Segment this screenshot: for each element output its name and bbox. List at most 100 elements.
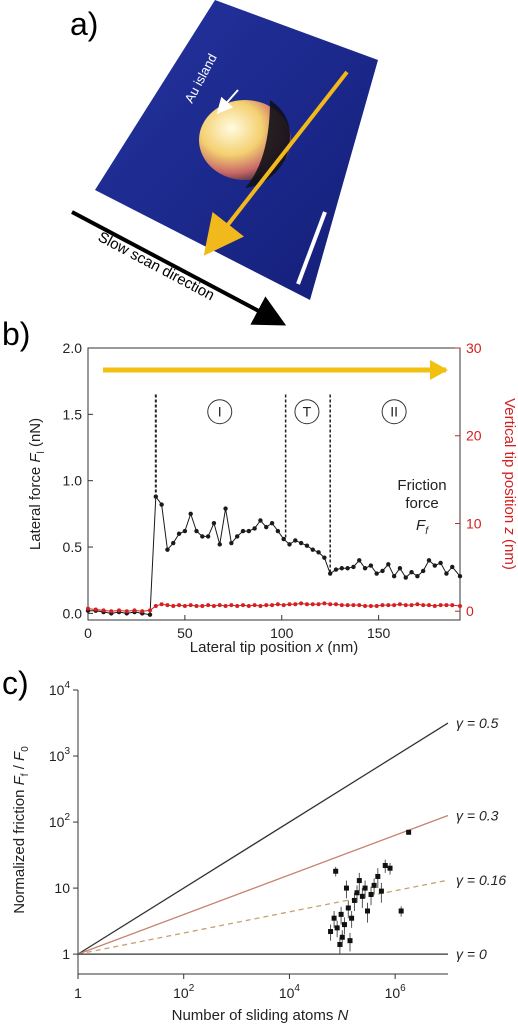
force-point — [252, 526, 257, 531]
panel-label-b: b) — [2, 316, 31, 352]
y2-axis-label-b: Vertical tip position z (nm) — [501, 398, 518, 570]
data-point — [371, 882, 377, 888]
gamma-line-0 — [77, 722, 449, 955]
force-point — [165, 547, 170, 552]
y-tick-label-b: 0.0 — [63, 605, 83, 621]
data-point — [359, 893, 365, 899]
force-point — [159, 502, 164, 507]
force-point — [240, 528, 246, 534]
height-point — [229, 603, 234, 608]
data-point — [362, 885, 368, 891]
y2-tick-label-b: 10 — [466, 515, 482, 531]
height-point — [432, 603, 437, 608]
force-point — [409, 570, 414, 575]
region-circle — [294, 399, 320, 425]
data-point — [341, 922, 347, 928]
region-label-II: II — [390, 404, 398, 420]
height-point — [171, 603, 176, 608]
data-point — [328, 929, 334, 935]
height-point — [281, 603, 286, 608]
gamma-label: γ = 0.5 — [456, 715, 499, 731]
island-pointer-arrow — [216, 89, 239, 114]
force-point — [153, 494, 159, 499]
y-axis-label-c: Normalized friction Ff / F0 — [11, 746, 31, 914]
force-point — [188, 511, 193, 517]
height-point — [357, 603, 362, 608]
force-point — [327, 571, 333, 576]
height-point — [368, 603, 373, 608]
data-point — [356, 878, 362, 884]
force-point — [211, 520, 217, 526]
force-point — [391, 574, 397, 579]
data-point — [334, 925, 340, 931]
annotation-line-2: force — [405, 495, 438, 512]
y-axis-label-b: Lateral force Fl (nN) — [27, 418, 47, 550]
height-point — [235, 603, 240, 608]
force-point — [275, 528, 281, 534]
force-point — [438, 560, 443, 566]
force-point — [444, 571, 449, 576]
height-point — [177, 603, 182, 608]
height-point — [182, 603, 187, 608]
height-point — [299, 601, 304, 606]
height-point — [217, 603, 222, 608]
data-point — [349, 915, 355, 921]
data-point — [378, 888, 384, 894]
height-point — [206, 603, 211, 608]
force-point — [420, 568, 426, 574]
height-point — [223, 603, 228, 608]
height-point — [339, 603, 344, 608]
height-point — [148, 608, 152, 613]
x-tick-label-b: 0 — [84, 625, 92, 641]
height-point — [246, 603, 251, 608]
height-point — [211, 603, 216, 608]
force-point — [234, 534, 240, 539]
lateral-force-line — [88, 495, 461, 616]
y-tick-label-b: 0.5 — [63, 539, 83, 555]
x-tick-label-c: 1 — [74, 985, 82, 1001]
y-tick-label-b: 2.0 — [63, 340, 83, 356]
data-point — [368, 891, 374, 897]
data-point — [338, 911, 344, 917]
y-tick-label-c: 1 — [62, 946, 70, 962]
height-point — [380, 603, 385, 608]
height-point — [109, 609, 114, 614]
chart-b-frame — [87, 347, 461, 621]
au-island — [199, 100, 291, 188]
height-point — [200, 603, 205, 608]
y-tick-label-c: 104 — [49, 680, 71, 698]
gamma-line-2 — [77, 879, 449, 955]
height-point — [310, 602, 315, 607]
height-point — [438, 603, 443, 608]
gamma-label: γ = 0.16 — [456, 872, 506, 888]
height-point — [86, 606, 90, 611]
force-point — [316, 550, 321, 555]
friction-trace-chart: 0 50 100 150 0.0 0.5 1.0 1.5 2.0 0 10 20 30 I T II Lat… — [27, 340, 518, 656]
force-point — [269, 520, 275, 526]
force-point — [258, 518, 263, 523]
force-point — [264, 524, 269, 530]
height-point — [450, 603, 455, 608]
height-point — [93, 607, 98, 612]
y-tick-label-c: 10 — [54, 880, 70, 896]
height-point — [293, 602, 298, 607]
force-point — [432, 563, 438, 568]
force-point — [217, 542, 222, 547]
x-tick-label-b: 50 — [177, 625, 193, 641]
height-point — [252, 603, 257, 608]
friction-force-annotation: Friction force Ff — [397, 477, 446, 537]
x-tick-label-c: 102 — [173, 983, 195, 1001]
force-point — [339, 566, 345, 571]
data-point — [354, 890, 360, 896]
scan-direction-arrow — [203, 70, 349, 256]
force-point — [426, 558, 432, 563]
height-point — [188, 603, 193, 608]
height-point — [194, 603, 199, 608]
force-point — [403, 575, 408, 580]
gamma-label: γ = 0 — [456, 946, 487, 962]
data-point — [382, 862, 388, 868]
height-point — [264, 603, 269, 608]
height-point — [334, 602, 338, 607]
height-point — [345, 603, 350, 608]
data-point — [406, 829, 412, 835]
